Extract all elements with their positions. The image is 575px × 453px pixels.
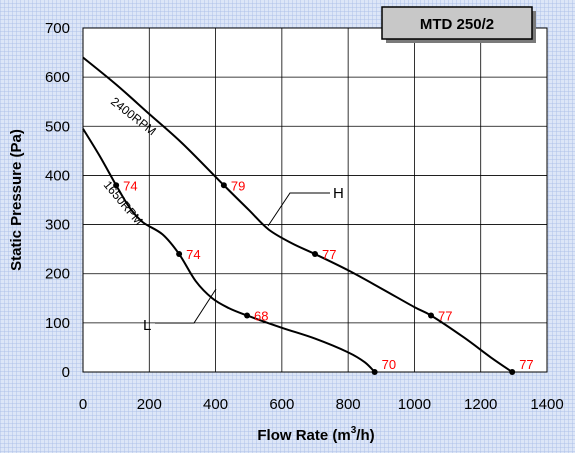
data-label: 70 [382,357,396,372]
leader-line-l [155,288,217,324]
y-tick-label: 300 [45,217,70,234]
data-label: 77 [519,357,533,372]
y-axis-title: Static Pressure (Pa) [8,129,25,271]
y-tick-label: 100 [45,315,70,332]
x-tick-label: 200 [137,396,162,413]
curves [82,56,513,373]
curve-l [82,128,376,373]
data-point-l [371,369,378,375]
data-label: 77 [438,308,452,323]
x-tick-label: 1200 [464,396,497,413]
data-point-l [244,312,251,319]
x-tick-label: 0 [79,396,87,413]
y-tick-label: 600 [45,69,70,86]
data-label: 68 [254,308,268,323]
y-tick-label: 400 [45,167,70,184]
data-label: 77 [322,247,336,262]
data-point-h [220,182,227,189]
x-axis-title: Flow Rate (m3/h) [257,425,374,444]
x-tick-label: 1000 [398,396,431,413]
data-label: 74 [186,247,200,262]
x-tick-label: 600 [269,396,294,413]
data-point-l [176,251,183,258]
model-box [381,6,533,40]
data-label: 74 [123,178,137,193]
x-tick-label: 800 [336,396,361,413]
series-label-l: L [143,317,151,334]
y-tick-label: 0 [62,364,70,381]
data-points: 79 77 77 77 74 74 68 70 [113,178,534,375]
chart-title: MTD 250/2 [420,16,494,33]
data-point-h [428,312,434,319]
x-tick-label: 1400 [530,396,563,413]
x-axis-title-sup: 3 [351,425,357,436]
data-label: 79 [231,178,245,193]
data-point-l [113,182,120,189]
x-axis-title-suffix: /h) [356,427,374,444]
tick-labels: 0 200 400 600 800 1000 1200 1400 0 100 200 300 400 50… [45,20,564,413]
x-tick-label: 400 [203,396,228,413]
series-label-h: H [333,185,344,202]
y-tick-label: 200 [45,266,70,283]
y-tick-label: 700 [45,20,70,37]
curve-h [82,56,513,373]
data-point-h [312,251,318,258]
leader-line-h [267,192,330,227]
y-tick-label: 500 [45,118,70,135]
x-axis-title-main: Flow Rate (m [257,427,350,444]
plot-area [82,27,548,373]
data-point-h [509,369,516,375]
